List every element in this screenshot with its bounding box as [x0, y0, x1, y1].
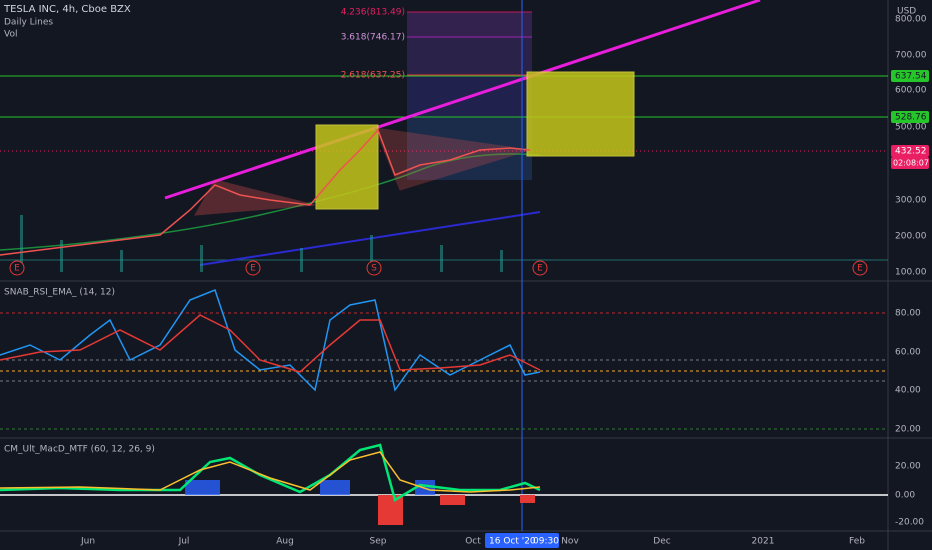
trend-line: [164, 0, 761, 200]
rsi-tick-label: 20.00: [895, 425, 921, 435]
volume-bars: [20, 215, 503, 272]
price-tick-label: 600.00: [895, 86, 927, 96]
price-tag-label: 528.76: [895, 113, 927, 123]
macd-title: CM_Ult_MacD_MTF (60, 12, 26, 9): [4, 445, 155, 455]
cursor-time: 09:30: [533, 537, 559, 547]
time-label: Feb: [849, 537, 865, 547]
time-label: Jul: [178, 537, 190, 547]
event-marker: [532, 260, 548, 276]
fib-label: 4.236(813.49): [341, 8, 405, 18]
signal-line: [0, 451, 541, 493]
triangle-pattern: [194, 179, 316, 216]
event-marker-label: E: [537, 264, 543, 274]
macd-tick-label: 20.00: [895, 462, 921, 472]
rsi-line: [0, 289, 541, 392]
price-tag-label: 432.52: [895, 147, 927, 157]
time-label: 2021: [752, 537, 775, 547]
event-marker-label: E: [250, 264, 256, 274]
fib-label: 3.618(746.17): [341, 33, 405, 43]
price-tick-label: 500.00: [895, 123, 927, 133]
time-label: Jun: [80, 537, 95, 547]
price-tick-label: 300.00: [895, 196, 927, 206]
highlight-box: [315, 124, 379, 210]
price-tick-label: 100.00: [895, 268, 927, 278]
price-tick-label: 200.00: [895, 232, 927, 242]
highlight-box: [526, 71, 635, 157]
time-label: Dec: [653, 537, 670, 547]
event-marker-label: E: [857, 264, 863, 274]
macd-tick-label: 0.00: [895, 491, 915, 501]
triangle-pattern: [374, 127, 531, 191]
cursor-date: 16 Oct '20: [489, 537, 536, 547]
rsi-tick-label: 80.00: [895, 309, 921, 319]
symbol-title: TESLA INC, 4h, Cboe BZX: [3, 4, 131, 15]
event-marker-label: S: [371, 264, 377, 274]
rsi-tick-label: 60.00: [895, 348, 921, 358]
price-tag: [891, 111, 929, 123]
event-marker: [852, 260, 868, 276]
time-label: Oct: [465, 537, 481, 547]
event-marker: [366, 260, 382, 276]
price-tick-label: 800.00: [895, 15, 927, 25]
time-label: Sep: [370, 537, 387, 547]
countdown-tag: [891, 157, 929, 169]
macd-histogram: [185, 480, 535, 525]
indicator-label: Vol: [4, 30, 17, 40]
rsi-title: SNAB_RSI_EMA_ (14, 12): [4, 288, 115, 298]
cursor-date-tag: [485, 533, 559, 548]
rsi-tick-label: 40.00: [895, 386, 921, 396]
price-tag: [891, 70, 929, 82]
event-marker: [245, 260, 261, 276]
price-tag-label: 637.54: [895, 72, 927, 82]
event-marker-label: E: [14, 264, 20, 274]
price-tick-label: 700.00: [895, 51, 927, 61]
macd-tick-label: -20.00: [895, 518, 924, 528]
price-line: [0, 128, 531, 256]
fib-label: 2.618(637.25): [341, 71, 405, 81]
rsi-ema-line: [0, 314, 541, 373]
indicator-label: Daily Lines: [4, 18, 53, 28]
price-tag: [891, 145, 929, 157]
currency-label: USD: [897, 7, 916, 17]
event-marker: [9, 260, 25, 276]
countdown-label: 02:08:07: [893, 159, 929, 168]
time-label: Nov: [561, 537, 579, 547]
time-label: Aug: [276, 537, 294, 547]
